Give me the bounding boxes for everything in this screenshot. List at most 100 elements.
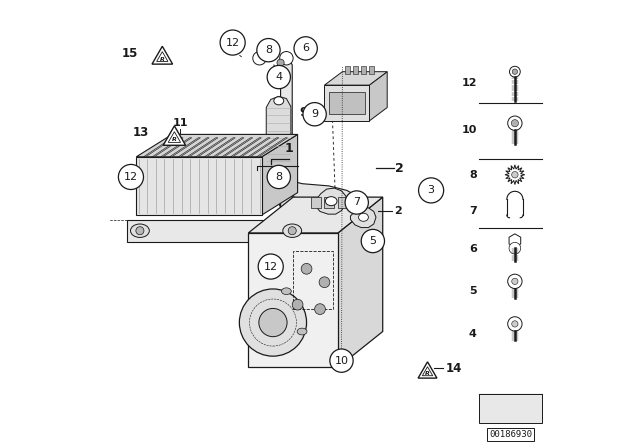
- Circle shape: [508, 274, 522, 289]
- Text: 11: 11: [172, 118, 188, 128]
- Circle shape: [508, 317, 522, 331]
- Circle shape: [280, 52, 293, 65]
- Polygon shape: [479, 394, 541, 423]
- Circle shape: [511, 120, 518, 127]
- Polygon shape: [248, 138, 279, 157]
- Polygon shape: [280, 58, 292, 229]
- Polygon shape: [161, 138, 192, 157]
- Polygon shape: [257, 138, 287, 157]
- Bar: [338, 197, 348, 208]
- Polygon shape: [127, 220, 307, 242]
- Circle shape: [315, 304, 325, 314]
- Circle shape: [118, 164, 143, 190]
- Polygon shape: [136, 134, 298, 157]
- Text: 7: 7: [469, 206, 477, 215]
- Text: 00186930: 00186930: [489, 430, 532, 439]
- Circle shape: [239, 289, 307, 356]
- Text: 12: 12: [264, 262, 278, 271]
- Polygon shape: [152, 46, 173, 64]
- Circle shape: [253, 52, 266, 65]
- Bar: [248, 233, 338, 367]
- Text: 12: 12: [225, 38, 240, 47]
- Text: 15: 15: [122, 47, 138, 60]
- Bar: [136, 157, 262, 215]
- Bar: [311, 197, 321, 208]
- Bar: [293, 251, 333, 309]
- Circle shape: [294, 37, 317, 60]
- Circle shape: [258, 254, 284, 279]
- Text: 4: 4: [275, 72, 282, 82]
- Text: 5: 5: [369, 236, 376, 246]
- Polygon shape: [509, 234, 521, 247]
- Text: 12: 12: [461, 78, 477, 88]
- Bar: [369, 66, 374, 74]
- Bar: [345, 66, 350, 74]
- Circle shape: [330, 349, 353, 372]
- Text: 1: 1: [284, 142, 293, 155]
- Polygon shape: [170, 138, 200, 157]
- Text: 6: 6: [302, 43, 309, 53]
- Circle shape: [345, 191, 369, 214]
- Bar: [353, 66, 358, 74]
- Circle shape: [257, 39, 280, 62]
- Text: 13: 13: [132, 125, 149, 139]
- Ellipse shape: [358, 213, 369, 221]
- Circle shape: [303, 103, 326, 126]
- Text: 7: 7: [353, 198, 360, 207]
- Circle shape: [267, 65, 291, 89]
- Circle shape: [511, 172, 518, 178]
- Text: 9: 9: [300, 105, 307, 119]
- Text: 2: 2: [394, 207, 402, 216]
- Polygon shape: [289, 170, 365, 220]
- Text: 14: 14: [445, 362, 462, 375]
- Polygon shape: [204, 138, 236, 157]
- Circle shape: [512, 321, 518, 327]
- Polygon shape: [369, 72, 387, 121]
- Circle shape: [509, 66, 520, 77]
- Bar: [329, 92, 365, 114]
- Text: 12: 12: [124, 172, 138, 182]
- Circle shape: [319, 277, 330, 288]
- Ellipse shape: [282, 288, 291, 295]
- Polygon shape: [324, 72, 387, 85]
- Circle shape: [277, 59, 284, 66]
- Text: 1: 1: [289, 151, 297, 161]
- Circle shape: [292, 299, 303, 310]
- Polygon shape: [222, 138, 253, 157]
- Bar: [351, 197, 361, 208]
- Text: R: R: [160, 56, 164, 62]
- Polygon shape: [338, 197, 383, 367]
- Text: 10: 10: [461, 125, 477, 135]
- Circle shape: [512, 278, 518, 284]
- Text: 2: 2: [396, 161, 404, 175]
- Circle shape: [419, 178, 444, 203]
- Text: R: R: [425, 371, 430, 376]
- Bar: [324, 85, 369, 121]
- Circle shape: [509, 242, 521, 254]
- Ellipse shape: [131, 224, 149, 237]
- Ellipse shape: [297, 328, 307, 335]
- Circle shape: [259, 308, 287, 337]
- Polygon shape: [505, 165, 525, 185]
- Ellipse shape: [283, 224, 301, 237]
- Text: 3: 3: [428, 185, 435, 195]
- Text: 6: 6: [469, 244, 477, 254]
- Circle shape: [220, 30, 245, 55]
- Polygon shape: [248, 197, 383, 233]
- Ellipse shape: [325, 197, 337, 206]
- Polygon shape: [230, 138, 262, 157]
- Polygon shape: [316, 188, 346, 214]
- Text: 8: 8: [275, 172, 282, 182]
- Polygon shape: [266, 96, 291, 170]
- Text: 8: 8: [265, 45, 272, 55]
- Text: 5: 5: [469, 286, 477, 296]
- Circle shape: [136, 227, 144, 235]
- Polygon shape: [179, 138, 209, 157]
- Polygon shape: [187, 138, 218, 157]
- Polygon shape: [351, 208, 376, 228]
- Text: 9: 9: [311, 109, 318, 119]
- Text: 10: 10: [335, 356, 349, 366]
- Circle shape: [512, 69, 518, 74]
- Text: 4: 4: [469, 329, 477, 339]
- Ellipse shape: [274, 97, 284, 105]
